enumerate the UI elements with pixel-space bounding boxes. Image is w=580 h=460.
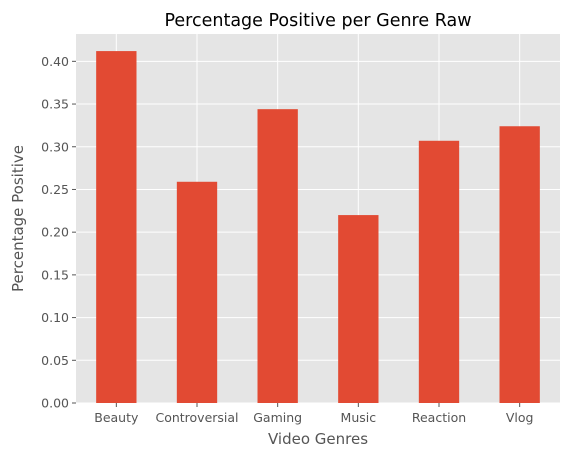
y-tick-label: 0.30 bbox=[41, 139, 69, 154]
x-tick-label: Vlog bbox=[506, 410, 534, 425]
x-tick-label: Reaction bbox=[412, 410, 466, 425]
y-tick-label: 0.35 bbox=[41, 97, 69, 112]
bar-gaming bbox=[257, 109, 298, 404]
plot-area bbox=[76, 34, 560, 403]
y-tick-label: 0.20 bbox=[41, 225, 69, 240]
y-axis-title: Percentage Positive bbox=[9, 145, 27, 292]
y-tick-label: 0.05 bbox=[41, 353, 69, 368]
y-axis-ticks: 0.00 0.05 0.10 0.15 0.20 0.25 0.30 0.35 0.40 bbox=[41, 54, 76, 411]
chart-title: Percentage Positive per Genre Raw bbox=[164, 11, 471, 31]
x-tick-label: Beauty bbox=[94, 410, 139, 425]
y-tick-label: 0.00 bbox=[41, 396, 69, 411]
bar-controversial bbox=[176, 181, 218, 403]
x-tick-label: Music bbox=[341, 410, 377, 425]
y-tick-label: 0.10 bbox=[41, 310, 69, 325]
x-axis-ticks: Beauty Controversial Gaming Music Reaction Vl… bbox=[94, 403, 533, 425]
x-axis-title: Video Genres bbox=[268, 430, 368, 448]
y-tick-label: 0.40 bbox=[41, 54, 69, 69]
bar-reaction bbox=[418, 140, 460, 404]
bar-beauty bbox=[96, 51, 137, 403]
x-tick-label: Gaming bbox=[253, 410, 302, 425]
x-tick-label: Controversial bbox=[155, 410, 238, 425]
y-tick-label: 0.15 bbox=[41, 267, 69, 282]
bars bbox=[96, 51, 540, 404]
bar-music bbox=[338, 215, 379, 403]
bar-vlog bbox=[499, 126, 540, 403]
y-tick-label: 0.25 bbox=[41, 182, 69, 197]
